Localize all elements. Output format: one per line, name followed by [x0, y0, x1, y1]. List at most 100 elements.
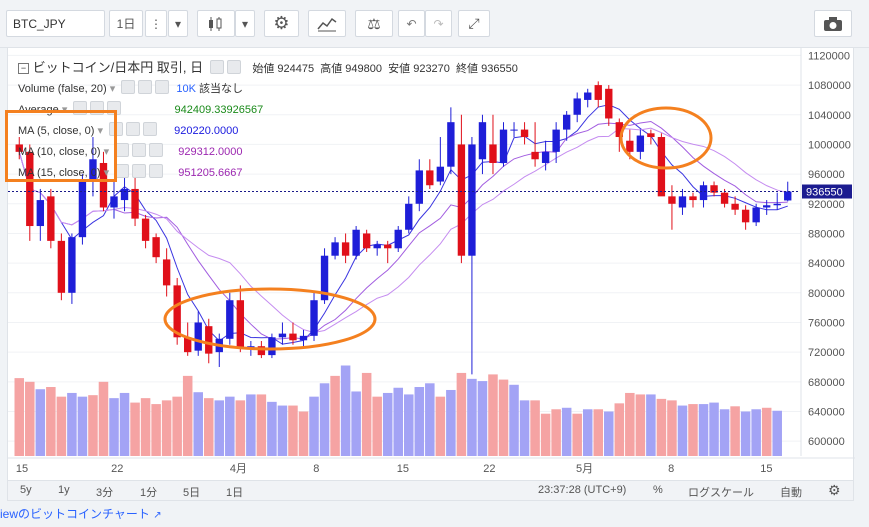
volume-bar	[56, 396, 67, 456]
log-scale-button[interactable]: ログスケール	[688, 487, 754, 499]
clock-readout: 23:37:28 (UTC+9)	[538, 484, 627, 496]
average-value: 942409.33926567	[174, 104, 264, 116]
top-toolbar: BTC_JPY 1日 ⋮ ▾ ▾ ⚙ ⚖ ↶ ↷ ⤢	[0, 0, 869, 48]
price-tick-label: 1040000	[808, 110, 851, 122]
interval-button[interactable]: 1日	[109, 10, 143, 37]
price-tick-label: 720000	[808, 347, 845, 359]
candle	[89, 137, 97, 197]
last-price-badge	[802, 184, 852, 199]
auto-scale-button[interactable]: 自動	[780, 487, 802, 499]
candle	[699, 181, 708, 208]
time-tick-label: 8	[313, 463, 319, 475]
dropdown-arrow-icon[interactable]: ▾	[97, 125, 104, 137]
close-icon[interactable]	[143, 122, 158, 136]
volume-bar	[172, 396, 182, 456]
footer-link[interactable]: iewのビットコインチャート ↗	[0, 505, 162, 522]
volume-bar	[414, 387, 425, 456]
legend-volume-row[interactable]: Volume (false, 20) ▾ 10K 該当なし	[18, 80, 243, 96]
visibility-icon[interactable]	[115, 143, 130, 157]
settings-icon[interactable]	[126, 122, 141, 136]
settings-icon[interactable]	[226, 60, 241, 74]
moving-averages	[18, 104, 788, 345]
external-link-icon: ↗	[153, 510, 162, 521]
volume-bar	[677, 405, 688, 456]
candle-body	[47, 196, 55, 241]
candle-body	[773, 203, 781, 206]
candle-body	[26, 151, 34, 227]
volume-bar	[593, 409, 604, 456]
range-1m-button[interactable]: 1分	[140, 487, 158, 499]
legend-highlight-box	[5, 110, 117, 182]
candle	[341, 233, 350, 264]
chart-pane[interactable]: 1120000 1080000 1040000 1000000 960000 920000…	[5, 47, 855, 482]
price-tick-label: 880000	[808, 228, 845, 240]
legend-ma15-row[interactable]: MA (15, close, 0) ▾ 951205.6667	[18, 164, 243, 179]
candle	[131, 177, 139, 227]
candle-body	[478, 122, 487, 160]
candle	[68, 233, 76, 304]
price-chart[interactable]: 1120000 1080000 1040000 1000000 960000 920000…	[8, 48, 855, 482]
candle	[162, 248, 171, 297]
redo-button[interactable]: ↷	[425, 10, 452, 37]
indicators-button[interactable]	[308, 10, 346, 37]
candle-body	[562, 114, 571, 130]
close-icon[interactable]	[149, 143, 164, 157]
fullscreen-button[interactable]: ⤢	[458, 10, 490, 37]
volume-bar	[319, 383, 330, 456]
time-tick-label: 15	[760, 463, 772, 475]
symbol-input[interactable]: BTC_JPY	[6, 10, 105, 37]
settings-button[interactable]: ⚙	[264, 10, 299, 37]
close-icon[interactable]	[149, 164, 164, 178]
range-1y-button[interactable]: 1y	[58, 484, 70, 496]
interval-menu-icon[interactable]: ⋮	[145, 10, 167, 37]
volume-bar	[246, 394, 256, 456]
range-5d-button[interactable]: 5日	[183, 487, 201, 499]
time-tick-label: 5月	[576, 463, 593, 475]
gear-icon[interactable]: ⚙	[828, 482, 841, 498]
settings-icon[interactable]	[132, 143, 147, 157]
volume-bar	[35, 389, 46, 456]
close-icon[interactable]	[155, 80, 170, 94]
collapse-icon[interactable]: −	[18, 63, 29, 74]
candle-body	[510, 129, 518, 131]
candle-body	[636, 135, 645, 152]
dropdown-arrow-icon[interactable]: ▾	[109, 83, 116, 95]
visibility-icon[interactable]	[115, 164, 130, 178]
percent-button[interactable]: %	[653, 484, 663, 496]
high-label: 高値	[320, 63, 343, 75]
candle-body	[289, 333, 297, 341]
settings-icon[interactable]	[132, 164, 147, 178]
volume-bar	[488, 374, 498, 456]
time-axis[interactable]: 15 22 4月 8 15 22 5月 8 15	[16, 463, 773, 475]
interval-dropdown-icon[interactable]: ▾	[168, 10, 188, 37]
range-5y-button[interactable]: 5y	[20, 484, 32, 496]
candle-body	[731, 203, 739, 210]
volume-bar	[25, 381, 35, 456]
volume-bar	[519, 400, 530, 456]
price-axis[interactable]: 1120000 1080000 1040000 1000000 960000 920000…	[808, 50, 851, 448]
gear-icon: ⚙	[273, 13, 290, 33]
undo-button[interactable]: ↶	[398, 10, 425, 37]
range-1d-button[interactable]: 1日	[226, 487, 244, 499]
candle-body	[426, 170, 434, 186]
volume-bar	[382, 392, 393, 456]
open-value: 924475	[277, 63, 315, 75]
last-price-label: 936550	[806, 187, 843, 199]
dropdown-arrow-icon[interactable]: ▾	[103, 146, 110, 158]
dropdown-arrow-icon[interactable]: ▾	[103, 167, 110, 179]
chart-style-button[interactable]	[197, 10, 235, 37]
low-label: 安値	[388, 63, 411, 75]
candle-body	[120, 188, 129, 201]
candle	[405, 196, 413, 234]
volume-label: Volume (false, 20)	[18, 83, 107, 95]
legend-ma10-row[interactable]: MA (10, close, 0) ▾ 929312.0000	[18, 143, 243, 158]
compare-button[interactable]: ⚖	[355, 10, 393, 37]
visibility-icon[interactable]	[209, 60, 224, 74]
chart-style-dropdown-icon[interactable]: ▾	[235, 10, 255, 37]
range-3m-button[interactable]: 3分	[96, 487, 114, 499]
snapshot-button[interactable]	[814, 10, 852, 37]
indicators-icon	[317, 17, 337, 31]
settings-icon[interactable]	[138, 80, 153, 94]
candle-body	[257, 346, 266, 356]
visibility-icon[interactable]	[121, 80, 136, 94]
